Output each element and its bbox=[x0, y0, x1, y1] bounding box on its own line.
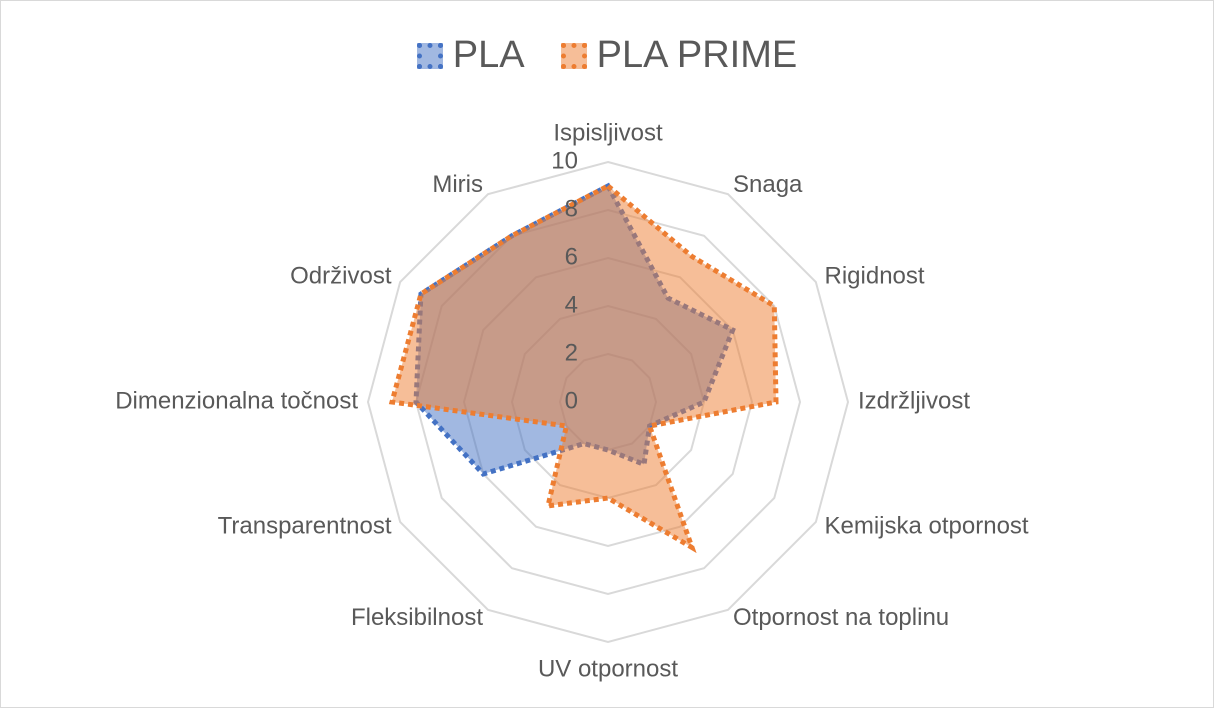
legend-label-pla: PLA bbox=[452, 34, 525, 76]
category-label: Otpornost na toplinu bbox=[733, 604, 949, 631]
category-label: Dimenzionalna točnost bbox=[115, 387, 358, 414]
tick-label: 10 bbox=[551, 147, 578, 174]
legend-item-pla-prime: PLA PRIME bbox=[560, 34, 798, 77]
series-area-pla-prime bbox=[388, 183, 779, 554]
grid-ring bbox=[366, 160, 850, 644]
category-label: Izdržljivost bbox=[858, 387, 970, 414]
tick-label: 2 bbox=[565, 339, 578, 366]
legend-swatch-pla-prime bbox=[560, 42, 587, 69]
category-label: UV otpornost bbox=[538, 655, 678, 682]
tick-label: 8 bbox=[565, 195, 578, 222]
category-label: Transparentnost bbox=[218, 512, 392, 539]
category-label: Ispisljivost bbox=[553, 119, 663, 146]
category-label: Kemijska otpornost bbox=[825, 512, 1029, 539]
tick-label: 4 bbox=[565, 291, 578, 318]
category-label: Fleksibilnost bbox=[351, 604, 483, 631]
category-label: Snaga bbox=[733, 171, 803, 198]
legend-swatch-pla bbox=[416, 42, 443, 69]
category-label: Rigidnost bbox=[825, 262, 925, 289]
category-label: Miris bbox=[432, 171, 483, 198]
legend-item-pla: PLA bbox=[416, 34, 525, 77]
category-label: Održivost bbox=[290, 262, 392, 289]
tick-label: 6 bbox=[565, 243, 578, 270]
tick-label: 0 bbox=[565, 387, 578, 414]
legend: PLA PLA PRIME bbox=[0, 34, 1214, 77]
legend-label-pla-prime: PLA PRIME bbox=[596, 34, 798, 76]
